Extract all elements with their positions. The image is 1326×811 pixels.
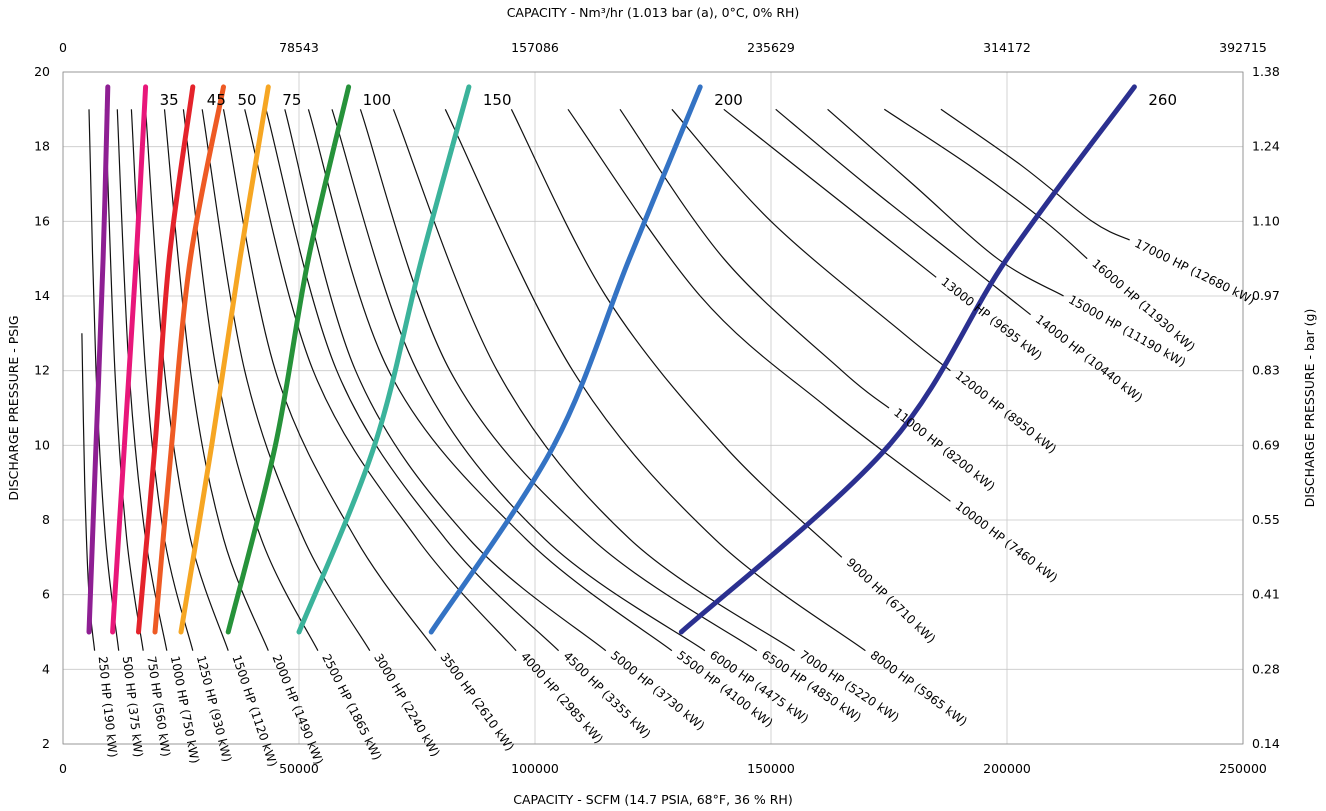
power-curve-label: 250 HP (190 kW): [96, 656, 120, 759]
power-curve: [671, 108, 951, 372]
x-tick-label: 0: [59, 761, 67, 776]
x-tick-label: 200000: [983, 761, 1031, 776]
power-curve: [392, 109, 795, 652]
speed-line-label: 260: [1148, 91, 1177, 109]
power-curve-label: 2500 HP (1865 kW): [319, 652, 384, 763]
power-curve: [775, 108, 1031, 316]
power-curve: [265, 109, 560, 652]
power-curve: [201, 109, 371, 652]
speed-line-label: 200: [714, 91, 743, 109]
y2-tick-label: 0.55: [1252, 512, 1280, 527]
power-curve: [940, 108, 1130, 241]
speed-line: [225, 84, 352, 635]
y2-tick-label: 0.97: [1252, 288, 1280, 303]
power-curve: [307, 109, 673, 652]
power-curve: [244, 109, 517, 652]
y-axis-title: DISCHARGE PRESSURE - PSIG: [6, 315, 21, 500]
power-curve: [723, 108, 937, 278]
power-curve: [567, 108, 951, 502]
power-curve-label: 3500 HP (2610 kW): [437, 650, 516, 753]
x-tick-label: 100000: [511, 761, 559, 776]
power-curve-label: 9000 HP (6710 kW): [844, 555, 938, 646]
x2-axis-title: CAPACITY - Nm³/hr (1.013 bar (a), 0°C, 0…: [507, 5, 800, 20]
y2-tick-label: 0.28: [1252, 661, 1280, 676]
y2-tick-label: 1.10: [1252, 213, 1280, 228]
y2-axis-title: DISCHARGE PRESSURE - bar (g): [1302, 309, 1317, 508]
x2-tick-label: 78543: [279, 40, 319, 55]
speed-line: [178, 84, 271, 635]
y-tick-label: 4: [42, 661, 50, 676]
x2-tick-label: 157086: [511, 40, 559, 55]
speed-line: [86, 84, 111, 635]
power-curve-label: 1000 HP (750 kW): [168, 655, 202, 765]
power-curve: [359, 109, 758, 652]
speed-line-label: 75: [282, 91, 301, 109]
power-curve: [510, 109, 843, 558]
y2-tick-label: 0.41: [1252, 587, 1280, 602]
x2-tick-label: 0: [59, 40, 67, 55]
speed-line: [296, 84, 472, 635]
speed-line-label: 35: [160, 91, 179, 109]
speed-line: [110, 84, 149, 635]
speed-line-label: 150: [483, 91, 512, 109]
power-curve-label: 12000 HP (8950 kW): [953, 368, 1059, 456]
y2-tick-label: 0.69: [1252, 437, 1280, 452]
power-curve-label: 750 HP (560 kW): [144, 655, 173, 758]
power-curve-label: 4000 HP (2985 kW): [518, 649, 606, 746]
speed-line-label: 50: [238, 91, 257, 109]
y-tick-label: 12: [34, 363, 50, 378]
y-tick-label: 8: [42, 512, 50, 527]
y-tick-label: 14: [34, 288, 50, 303]
x-tick-label: 50000: [279, 761, 319, 776]
power-curve: [116, 109, 168, 651]
power-curve-label: 17000 HP (12680 kW): [1132, 236, 1257, 307]
axis-ticks: 0050000785431000001570861500002356292000…: [34, 40, 1280, 776]
y2-tick-label: 1.24: [1252, 139, 1280, 154]
y2-tick-label: 0.14: [1252, 736, 1280, 751]
power-curve: [130, 109, 194, 651]
plot-frame: [62, 71, 1244, 745]
speed-line-label: 100: [363, 91, 392, 109]
y2-tick-label: 1.38: [1252, 64, 1280, 79]
power-curve: [284, 109, 607, 652]
speed-line: [152, 84, 226, 635]
x-tick-label: 150000: [747, 761, 795, 776]
power-curve: [222, 109, 437, 652]
power-curve: [827, 108, 1064, 297]
x2-tick-label: 235629: [747, 40, 795, 55]
y-tick-label: 2: [42, 736, 50, 751]
power-curve-label: 4500 HP (3355 kW): [560, 649, 653, 741]
curve-labels: 250 HP (190 kW) 500 HP (375 kW)750 HP (56…: [96, 91, 1258, 769]
speed-lines: [86, 84, 1137, 635]
power-curve-label: 1500 HP (1120 kW): [229, 653, 280, 768]
power-curve-label: 3000 HP (2240 kW): [371, 651, 442, 759]
y-tick-label: 18: [34, 139, 50, 154]
x2-tick-label: 314172: [983, 40, 1031, 55]
power-curve: [444, 109, 866, 652]
power-curve-label: 10000 HP (7460 kW): [953, 499, 1061, 586]
power-curve: [331, 109, 706, 652]
speed-line-label: 45: [207, 91, 226, 109]
x2-tick-label: 392715: [1219, 40, 1267, 55]
y-tick-label: 16: [34, 213, 50, 228]
x-axis-title: CAPACITY - SCFM (14.7 PSIA, 68°F, 36 % R…: [513, 792, 792, 807]
x-tick-label: 250000: [1219, 761, 1267, 776]
power-curve-label: 500 HP (375 kW): [120, 655, 146, 758]
y-tick-label: 10: [34, 437, 50, 452]
speed-line: [136, 84, 196, 635]
y-tick-label: 6: [42, 587, 50, 602]
power-curve: [883, 108, 1088, 260]
power-curve: [104, 109, 144, 651]
y2-tick-label: 0.83: [1252, 363, 1280, 378]
speed-line: [428, 84, 703, 635]
power-curve: [619, 108, 890, 409]
y-tick-label: 20: [34, 64, 50, 79]
power-curve: [182, 109, 319, 651]
power-curve-label: 11000 HP (8200 kW): [891, 405, 997, 493]
speed-line: [678, 84, 1137, 635]
grid: [62, 71, 1244, 745]
